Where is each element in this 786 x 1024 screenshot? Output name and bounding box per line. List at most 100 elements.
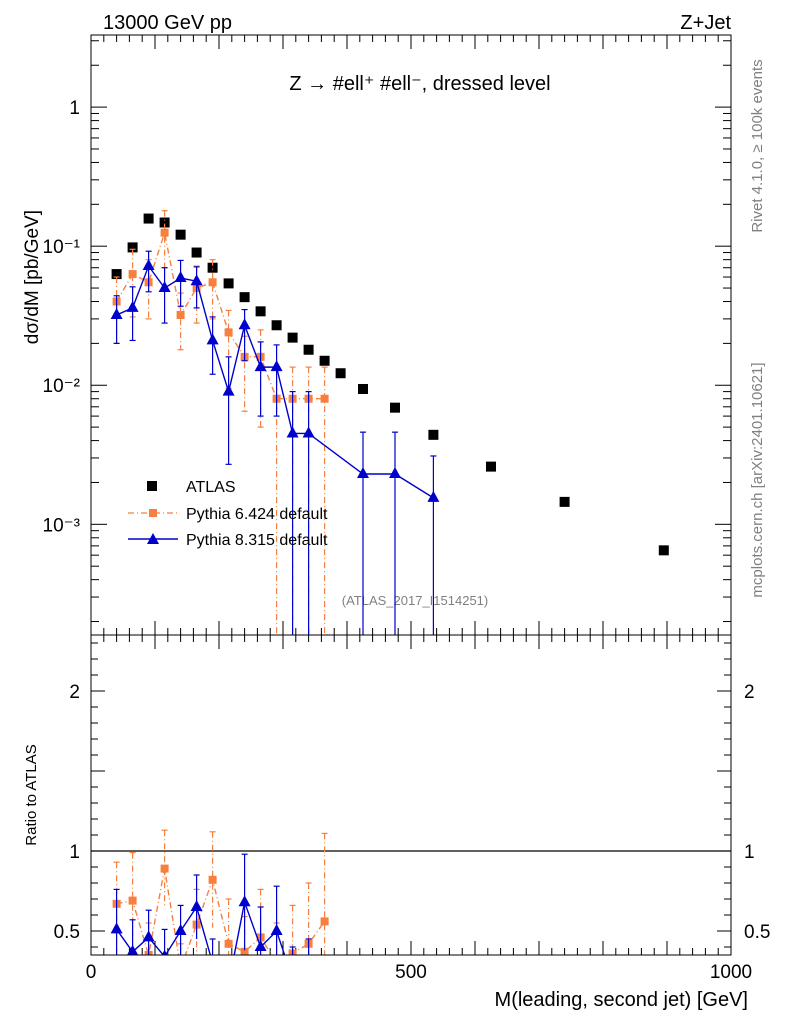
- ratio-y-tick-label: 1: [744, 842, 755, 863]
- main-plot-series: [110, 210, 669, 635]
- pythia8-data-point: [190, 274, 203, 286]
- pythia6-ratio-point: [128, 896, 137, 905]
- pythia8-data-point: [110, 307, 123, 319]
- pythia8-data-point: [357, 467, 369, 479]
- rivet-version-label: Rivet 4.1.0, ≥ 100k events: [749, 59, 766, 232]
- pythia8-data-point: [270, 360, 283, 372]
- legend-marker-atlas: [147, 481, 157, 491]
- pythia6-ratio-point: [273, 959, 281, 967]
- pythia8-ratio-point: [127, 944, 139, 955]
- atlas-data-point: [287, 332, 298, 343]
- axis-ticks: 0 500 1000 1 10⁻¹ 10⁻² 10⁻³ 0.5 0.5 1 1 2 2: [43, 35, 770, 983]
- atlas-data-point: [390, 402, 400, 413]
- pythia8-ratio-point: [161, 949, 168, 955]
- atlas-data-point: [111, 269, 122, 280]
- ratio-plot-series: [91, 829, 731, 988]
- atlas-data-point: [223, 278, 234, 289]
- pythia8-ratio-point: [287, 972, 299, 983]
- x-axis-title: M(leading, second jet) [GeV]: [495, 989, 748, 1011]
- legend-marker-pythia8: [147, 533, 159, 544]
- pythia8-ratio-point: [270, 924, 283, 935]
- pythia8-data-point: [302, 426, 315, 438]
- pythia8-ratio-point: [254, 940, 267, 951]
- pythia8-line: [116, 264, 434, 499]
- pythia8-data-point: [158, 281, 171, 293]
- pythia6-data-point: [128, 270, 137, 279]
- atlas-data-point: [658, 545, 669, 556]
- y-tick-label: 10⁻¹: [43, 237, 81, 258]
- pythia8-data-point: [238, 318, 251, 330]
- ratio-y-tick-label: 2: [744, 682, 755, 703]
- pythia8-ratio-point: [223, 977, 235, 988]
- atlas-data-point: [428, 429, 439, 440]
- pythia8-ratio-point: [142, 930, 155, 942]
- x-tick-label: 0: [86, 962, 97, 983]
- y-tick-label: 10⁻²: [43, 376, 81, 397]
- pythia8-data-point: [286, 426, 299, 438]
- atlas-data-point: [207, 262, 218, 273]
- atlas-data-point: [559, 496, 570, 507]
- mcplots-label: mcplots.cern.ch [arXiv:2401.10621]: [749, 362, 766, 597]
- pythia8-ratio-point: [303, 964, 315, 975]
- atlas-data-point: [175, 229, 186, 240]
- y-tick-label: 1: [69, 98, 80, 119]
- legend-label-pythia8: Pythia 8.315 default: [186, 532, 328, 549]
- ratio-y-tick-label: 2: [69, 682, 80, 703]
- ratio-plot-frame: [90, 634, 732, 956]
- legend-label-atlas: ATLAS: [186, 479, 236, 496]
- atlas-data-point: [335, 368, 346, 379]
- ratio-y-tick-label: 0.5: [744, 922, 770, 943]
- pythia8-ratio-point: [110, 922, 123, 934]
- pythia6-data-point: [160, 228, 169, 237]
- atlas-data-point: [358, 383, 368, 394]
- pythia8-data-point: [206, 333, 219, 345]
- atlas-data-point: [143, 213, 154, 224]
- ratio-y-tick-label: 0.5: [54, 922, 80, 943]
- atlas-data-point: [239, 292, 250, 303]
- ratio-y-tick-label: 1: [69, 842, 80, 863]
- pythia8-ratio-point: [238, 895, 251, 907]
- pythia6-ratio-point: [320, 917, 329, 926]
- atlas-data-point: [486, 461, 496, 472]
- atlas-data-point: [319, 355, 330, 366]
- atlas-data-point: [255, 306, 266, 317]
- atlas-data-point: [303, 344, 314, 355]
- pythia8-data-point: [142, 259, 155, 271]
- pythia8-data-point: [222, 384, 235, 396]
- pythia6-ratio-point: [208, 875, 217, 884]
- pythia6-ratio-point: [240, 947, 249, 955]
- pythia8-ratio-point: [190, 900, 203, 911]
- pythia6-data-point: [224, 328, 233, 337]
- pythia6-ratio-point: [177, 964, 185, 972]
- atlas-data-point: [127, 242, 138, 253]
- pythia8-ratio-point: [207, 956, 219, 967]
- pythia8-data-point: [126, 300, 139, 312]
- pythia6-line: [115, 232, 325, 400]
- pythia8-data-point: [174, 271, 187, 283]
- pythia8-ratio-point: [174, 924, 187, 935]
- y-tick-label: 10⁻³: [43, 515, 81, 536]
- pythia6-data-point: [176, 310, 185, 319]
- x-tick-label: 1000: [710, 962, 752, 983]
- analysis-tag-label: Z+Jet: [680, 12, 731, 34]
- pythia8-data-point: [427, 490, 440, 502]
- pythia6-ratio-point: [224, 939, 233, 948]
- ratio-y-axis-title: Ratio to ATLAS: [23, 744, 40, 845]
- pythia6-ratio-point: [160, 864, 169, 873]
- pythia6-data-point: [320, 394, 329, 403]
- x-tick-label: 500: [395, 962, 427, 983]
- process-label: Z → #ell⁺ #ell⁻, dressed level: [289, 73, 550, 95]
- pythia8-data-point: [254, 360, 267, 372]
- atlas-data-point: [271, 320, 282, 331]
- legend: ATLAS Pythia 6.424 default Pythia 8.315 …: [128, 479, 328, 549]
- legend-label-pythia6: Pythia 6.424 default: [186, 506, 328, 523]
- beam-label: 13000 GeV pp: [103, 12, 232, 34]
- atlas-data-point: [191, 247, 202, 258]
- analysis-id-label: (ATLAS_2017_I1514251): [342, 593, 488, 608]
- atlas-data-point: [159, 217, 170, 228]
- y-axis-title: dσ/dM [pb/GeV]: [22, 210, 43, 344]
- pythia6-data-point: [208, 278, 217, 287]
- pythia8-data-point: [389, 467, 401, 479]
- legend-marker-pythia6: [149, 509, 157, 517]
